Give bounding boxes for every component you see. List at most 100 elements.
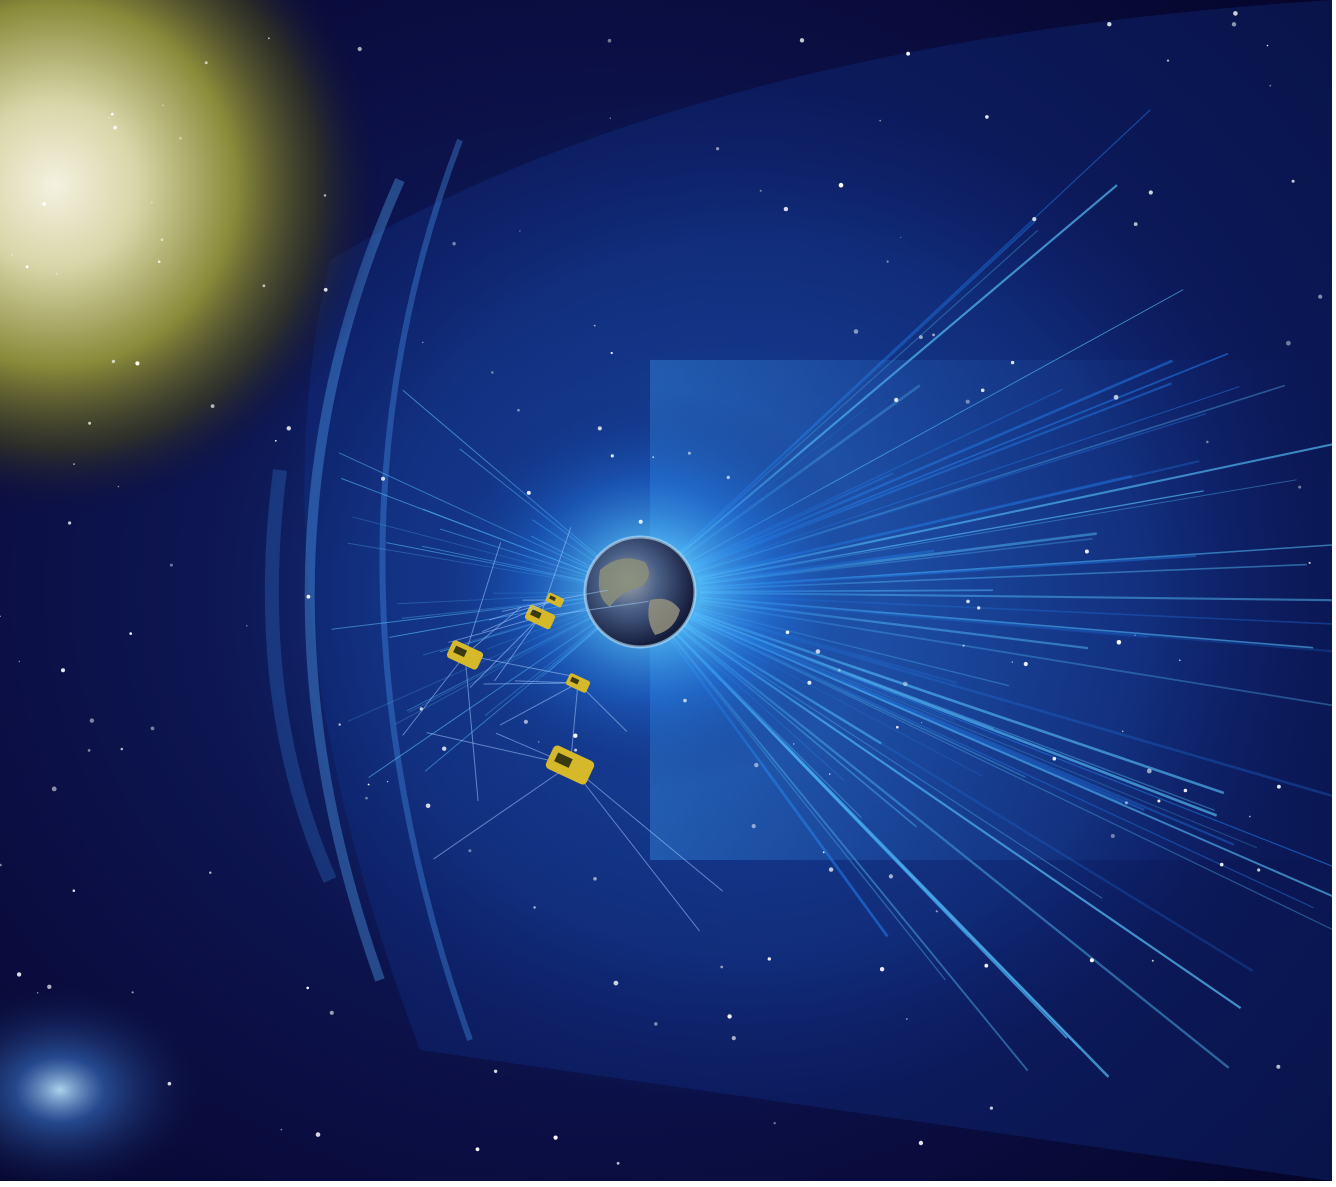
star (367, 783, 370, 786)
star (731, 1036, 736, 1041)
star (553, 1135, 558, 1140)
satellite (426, 732, 724, 932)
star (879, 967, 885, 972)
star (754, 762, 759, 768)
star (117, 485, 120, 488)
star (932, 333, 935, 337)
star (1166, 59, 1170, 62)
sun (0, 0, 385, 515)
star (1146, 768, 1152, 774)
star (72, 889, 76, 892)
star (169, 563, 173, 567)
star (150, 201, 153, 204)
star (1107, 22, 1112, 27)
star (526, 490, 531, 495)
star (783, 206, 789, 212)
star (110, 112, 114, 116)
star (1157, 799, 1161, 803)
star (652, 456, 655, 459)
star (1084, 549, 1089, 554)
star (837, 668, 841, 672)
star (538, 741, 540, 743)
star (1113, 394, 1119, 400)
earth (583, 535, 697, 649)
star (773, 1122, 776, 1125)
star (468, 849, 472, 853)
star (879, 119, 882, 122)
star (989, 1106, 994, 1110)
star (113, 125, 118, 130)
star (365, 796, 368, 800)
star (68, 521, 72, 525)
star (61, 668, 65, 673)
star (274, 439, 277, 442)
star (815, 649, 821, 654)
star (157, 260, 161, 264)
star (55, 272, 58, 275)
star (829, 773, 831, 775)
star (160, 238, 164, 242)
star (1298, 485, 1302, 489)
star (785, 630, 790, 635)
star (533, 906, 536, 909)
star (306, 594, 311, 599)
star (1110, 834, 1115, 838)
star (323, 287, 328, 292)
star (1032, 217, 1037, 222)
star (280, 1128, 283, 1131)
star (962, 644, 965, 647)
star (574, 748, 578, 752)
star (42, 202, 47, 206)
star (1183, 788, 1188, 793)
star (822, 851, 825, 854)
star (425, 803, 431, 809)
star (1133, 222, 1138, 227)
star (209, 871, 212, 874)
star (654, 1022, 658, 1026)
star (268, 37, 270, 40)
star (357, 46, 362, 52)
star (89, 718, 95, 723)
star (517, 408, 520, 412)
star (616, 1161, 620, 1165)
star (475, 1147, 480, 1152)
star (1011, 661, 1013, 663)
star (1052, 756, 1057, 761)
star (1116, 640, 1122, 645)
star (120, 747, 124, 751)
star (493, 1069, 498, 1074)
star (1231, 22, 1237, 27)
star (888, 874, 894, 879)
star (896, 725, 899, 729)
star (519, 230, 521, 232)
star (727, 1014, 732, 1019)
star (638, 519, 643, 524)
star (129, 632, 132, 635)
star (1257, 868, 1261, 872)
star (51, 786, 57, 792)
star (886, 260, 889, 263)
star (111, 359, 116, 364)
satellite (482, 589, 608, 632)
star (16, 972, 22, 977)
star (593, 324, 596, 327)
star (162, 104, 164, 107)
star (720, 965, 724, 969)
star (609, 117, 611, 119)
star (315, 1132, 321, 1137)
star (726, 475, 730, 480)
star (323, 194, 327, 197)
galaxy (0, 980, 210, 1181)
star (1308, 561, 1311, 565)
star (1124, 801, 1128, 805)
star (1010, 360, 1015, 365)
star (1178, 659, 1181, 662)
star (523, 719, 529, 724)
star (1233, 11, 1238, 16)
star (1291, 179, 1295, 183)
star (47, 984, 52, 989)
star (751, 824, 756, 829)
star (150, 726, 155, 731)
